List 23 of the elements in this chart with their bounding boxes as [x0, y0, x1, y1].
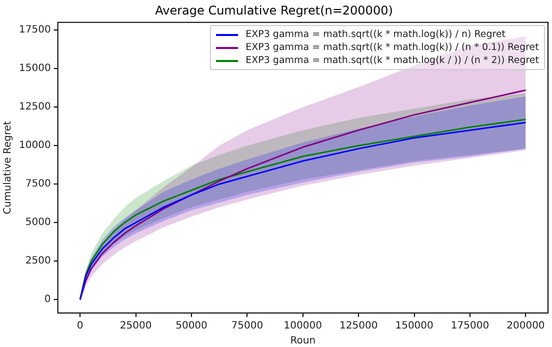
x-tick-label: 100000 [284, 320, 322, 332]
y-tick-label: 10000 [19, 140, 51, 152]
y-tick-label: 0 [44, 294, 51, 306]
x-tick-label: 50000 [176, 320, 208, 332]
y-tick-label: 5000 [25, 217, 51, 228]
x-tick-label: 0 [76, 320, 84, 332]
x-tick-label: 125000 [340, 320, 378, 332]
legend-label: EXP3 gamma = math.sqrt((k * math.log(k)) / n) Regret [244, 28, 507, 42]
x-tick-label: 150000 [395, 320, 434, 332]
legend-label: EXP3 gamma = math.sqrt((k * math.log(k)) / (n * 0.1)) Regret [244, 41, 539, 54]
y-tick-label: 7500 [25, 178, 51, 190]
x-tick-label: 200000 [506, 320, 545, 332]
y-axis-title: Cumulative Regret [2, 121, 14, 214]
y-tick-label: 2500 [25, 256, 51, 267]
y-tick-label: 12500 [19, 102, 51, 113]
x-tick-label: 25000 [120, 320, 152, 332]
x-axis-title: Roun [290, 336, 316, 347]
y-tick-label: 15000 [19, 63, 51, 74]
chart-title: Average Cumulative Regret(n=200000) [155, 3, 393, 18]
x-tick-label: 175000 [450, 320, 490, 332]
legend-label: EXP3 gamma = math.sqrt((k * math.log(k / )) / (n * 2)) Regret [244, 54, 539, 68]
y-tick-label: 17500 [19, 24, 51, 36]
x-tick-label: 75000 [231, 320, 264, 332]
